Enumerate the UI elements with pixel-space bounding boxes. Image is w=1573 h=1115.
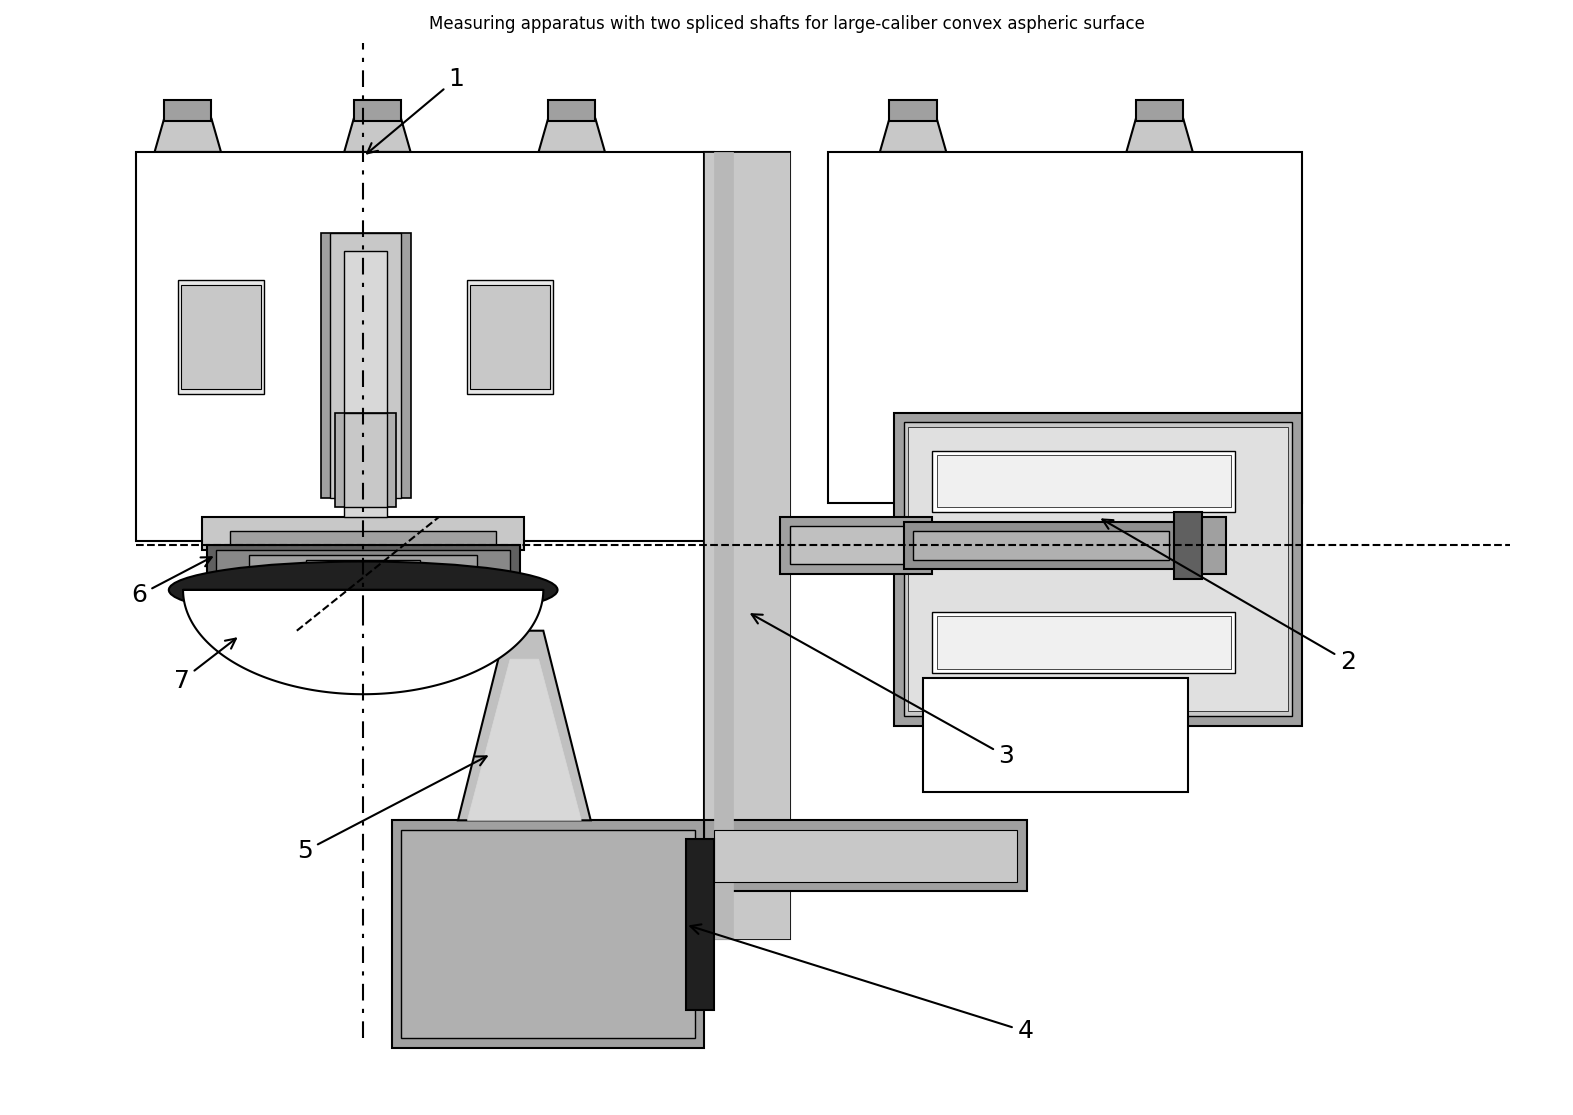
Text: 3: 3 — [752, 614, 1015, 768]
Bar — [335, 562, 392, 581]
Bar — [250, 555, 477, 579]
Bar — [903, 423, 1293, 716]
Bar — [933, 450, 1235, 512]
Polygon shape — [182, 590, 543, 695]
Ellipse shape — [168, 562, 557, 619]
Bar — [686, 840, 714, 1010]
Bar — [216, 550, 510, 583]
Polygon shape — [879, 118, 947, 152]
Bar — [330, 233, 401, 498]
Bar — [790, 526, 922, 564]
Bar — [780, 517, 933, 574]
Text: 7: 7 — [173, 639, 236, 692]
Bar — [893, 413, 1302, 726]
Polygon shape — [538, 118, 606, 152]
Bar — [392, 821, 705, 1048]
Title: Measuring apparatus with two spliced shafts for large-caliber convex aspheric su: Measuring apparatus with two spliced sha… — [428, 14, 1145, 33]
Bar — [938, 455, 1230, 507]
Bar — [547, 99, 596, 120]
Bar — [705, 152, 790, 939]
Bar — [714, 830, 1018, 882]
Polygon shape — [1126, 118, 1192, 152]
Bar — [135, 152, 714, 541]
Bar — [164, 99, 211, 120]
Bar — [938, 617, 1230, 669]
Bar — [705, 152, 790, 939]
Bar — [231, 531, 495, 550]
Bar — [335, 413, 396, 507]
Polygon shape — [467, 659, 582, 821]
Polygon shape — [344, 118, 411, 152]
Text: 4: 4 — [691, 924, 1033, 1044]
Bar — [1173, 512, 1202, 579]
Bar — [889, 99, 938, 120]
Bar — [181, 284, 261, 389]
Bar — [922, 678, 1188, 792]
Bar — [714, 152, 733, 939]
Text: 2: 2 — [1103, 520, 1356, 673]
Polygon shape — [458, 631, 591, 821]
Bar — [1202, 517, 1225, 574]
Bar — [307, 560, 420, 583]
Bar — [467, 280, 552, 394]
Bar — [201, 517, 524, 550]
Bar — [344, 413, 387, 507]
Bar — [705, 821, 1027, 891]
Bar — [827, 152, 1302, 503]
Bar — [912, 531, 1169, 560]
Bar — [401, 830, 695, 1038]
Polygon shape — [154, 118, 220, 152]
Bar — [1136, 99, 1183, 120]
Text: 6: 6 — [131, 558, 212, 608]
Bar — [470, 284, 551, 389]
Text: 5: 5 — [297, 756, 486, 863]
Bar — [354, 99, 401, 120]
Text: 1: 1 — [367, 67, 464, 154]
Bar — [933, 612, 1235, 673]
Bar — [908, 427, 1288, 711]
Bar — [178, 280, 264, 394]
Bar — [206, 545, 519, 588]
Bar — [344, 252, 387, 517]
Bar — [321, 233, 411, 498]
Bar — [903, 522, 1178, 569]
